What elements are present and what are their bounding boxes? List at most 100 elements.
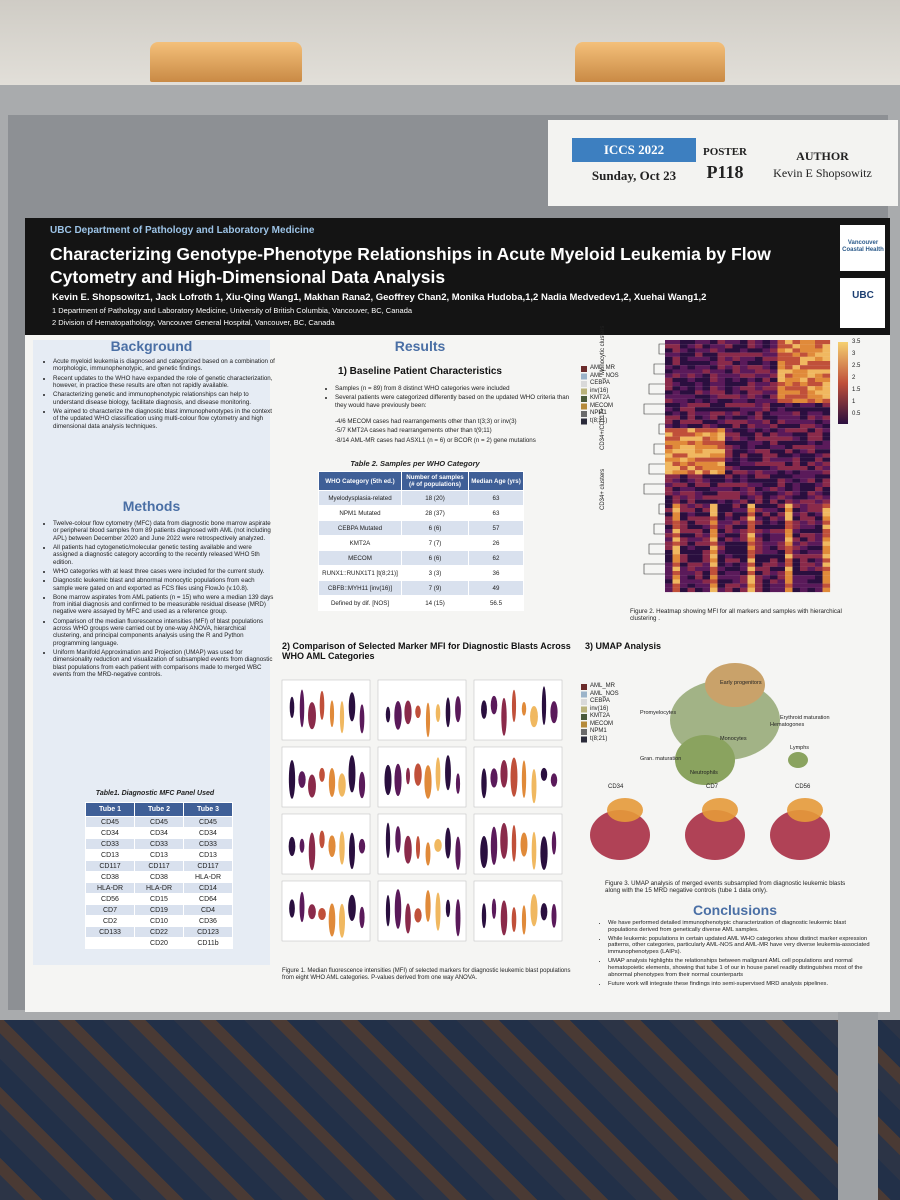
heatmap-cell: [672, 545, 681, 551]
heatmap-cell: [702, 520, 711, 525]
heatmap-cell: [785, 474, 793, 479]
heatmap-cell: [710, 453, 718, 458]
heatmap-cell: [740, 445, 748, 450]
heatmap-cell: [792, 571, 801, 576]
heatmap-cell: [740, 466, 748, 471]
heatmap-cell: [762, 352, 771, 357]
heatmap-cell: [785, 537, 793, 542]
heatmap-cell: [725, 461, 733, 467]
heatmap-cell: [740, 566, 748, 572]
heatmap-cell: [672, 424, 681, 429]
heatmap-cell: [815, 365, 823, 370]
heatmap-cell: [702, 386, 711, 391]
heatmap-cell: [665, 449, 673, 454]
cell: 18 (20): [401, 490, 469, 507]
cell: CD33: [183, 838, 233, 850]
heatmap-cell: [687, 394, 696, 399]
heatmap-cell: [777, 478, 786, 483]
heatmap-cell: [695, 562, 703, 567]
legend-label: MECOM: [590, 720, 613, 727]
heatmap-cell: [702, 466, 711, 471]
heatmap-cell: [702, 566, 711, 572]
heatmap-cell: [725, 537, 733, 542]
heatmap-cell: [740, 411, 748, 416]
heatmap-cell: [687, 503, 696, 509]
heatmap-cell: [755, 524, 763, 530]
heatmap-cell: [702, 533, 711, 538]
heatmap-cell: [792, 499, 801, 504]
heatmap-cell: [740, 571, 748, 576]
heatmap-cell: [800, 428, 808, 433]
heatmap-cell: [800, 512, 808, 517]
heatmap-cell: [755, 394, 763, 399]
heatmap-cell: [807, 524, 816, 530]
heatmap-cell: [732, 554, 741, 559]
heatmap-cell: [740, 558, 748, 563]
heatmap-cell: [807, 537, 816, 542]
heatmap-cell: [725, 352, 733, 357]
heatmap-cell: [717, 470, 726, 475]
heatmap-cell: [717, 386, 726, 391]
heatmap-cell: [702, 516, 711, 521]
violin: [385, 895, 391, 927]
heatmap-cell: [815, 571, 823, 576]
violin: [500, 760, 508, 788]
heatmap-cell: [777, 554, 786, 559]
heatmap-cell: [672, 348, 681, 353]
heatmap-cell: [725, 503, 733, 509]
heatmap-cell: [672, 356, 681, 362]
heatmap-cell: [740, 545, 748, 551]
heatmap-cell: [807, 415, 816, 420]
heatmap-cell: [725, 508, 733, 513]
heatmap-cell: [777, 457, 786, 462]
heatmap-cell: [792, 386, 801, 391]
heatmap-cell: [792, 457, 801, 462]
heatmap-cell: [695, 377, 703, 383]
header-cell: Number of samples (# of populations): [401, 470, 469, 492]
heatmap-cell: [672, 369, 681, 374]
heatmap-cell: [732, 398, 741, 404]
heatmap-cell: [672, 550, 681, 555]
heatmap-cell: [680, 377, 688, 383]
heatmap-cell: [702, 440, 711, 446]
heatmap-cell: [807, 562, 816, 567]
cell: Defined by dif. [NOS]: [318, 595, 402, 612]
heatmap-cell: [770, 474, 778, 479]
heatmap-cell: [732, 344, 741, 349]
heatmap-cell: [695, 529, 703, 534]
heatmap-cell: [725, 487, 733, 492]
heatmap-cell: [665, 461, 673, 467]
heatmap-cell: [777, 558, 786, 563]
heatmap-cell: [800, 562, 808, 567]
heatmap-cell: [800, 482, 808, 488]
heatmap-cell: [762, 566, 771, 572]
heatmap-cell: [702, 550, 711, 555]
heatmap-cell: [710, 377, 718, 383]
heatmap-cell: [702, 340, 711, 345]
heatmap-cell: [717, 550, 726, 555]
heatmap-cell: [777, 436, 786, 441]
heatmap-cell: [732, 407, 741, 412]
heatmap-cell: [792, 394, 801, 399]
heatmap-cell: [687, 571, 696, 576]
heatmap-cell: [725, 579, 733, 584]
heatmap-cell: [785, 491, 793, 496]
heatmap-cell: [740, 356, 748, 362]
violin: [348, 692, 356, 722]
heatmap-cell: [755, 529, 763, 534]
heatmap-cell: [800, 533, 808, 538]
heatmap-cell: [725, 512, 733, 517]
heatmap-cell: [822, 562, 831, 567]
heatmap-cell: [732, 348, 741, 353]
heatmap-cell: [665, 516, 673, 521]
heatmap-cell: [680, 482, 688, 488]
heatmap-cell: [800, 348, 808, 353]
plot-panel: [473, 679, 563, 741]
heatmap-cell: [672, 419, 681, 425]
heatmap-cell: [800, 449, 808, 454]
heatmap-cell: [785, 373, 793, 378]
heatmap-cell: [822, 424, 831, 429]
heatmap-cell: [732, 403, 741, 408]
heatmap-cell: [800, 499, 808, 504]
heatmap-cell: [687, 428, 696, 433]
